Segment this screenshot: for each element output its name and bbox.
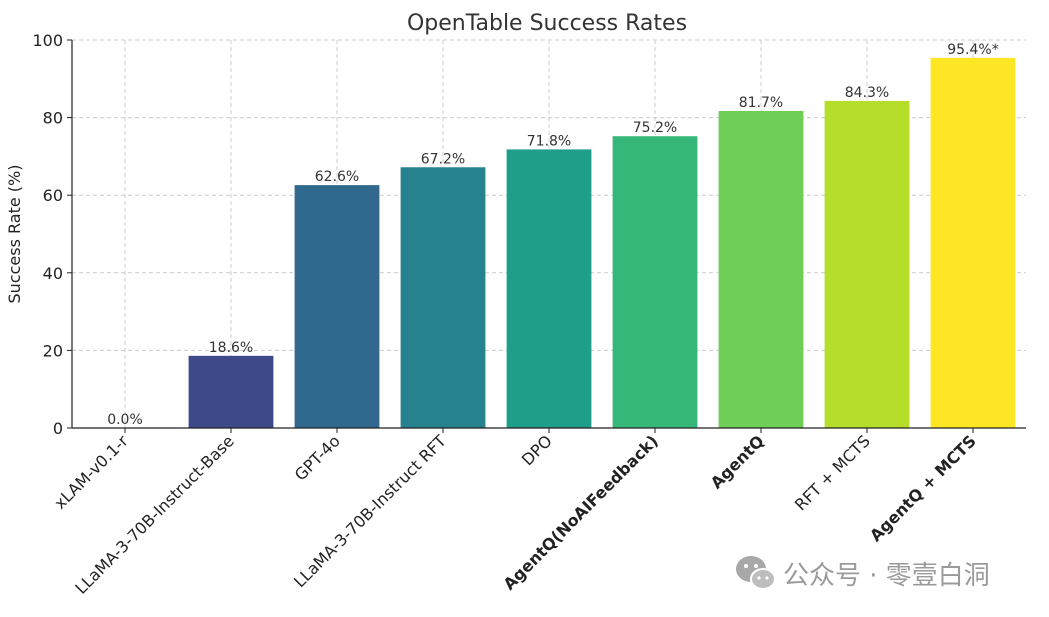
watermark: 公众号 · 零壹白洞 bbox=[736, 556, 990, 591]
x-tick-label: RFT + MCTS bbox=[791, 431, 874, 514]
x-tick-label: DPO bbox=[518, 431, 556, 469]
bars bbox=[188, 57, 1016, 429]
data-label: 75.2% bbox=[633, 120, 677, 136]
y-tick-label: 100 bbox=[32, 31, 63, 50]
data-label: 0.0% bbox=[107, 412, 143, 428]
data-labels: 0.0% 18.6% 62.6% 67.2% 71.8% 75.2% 81.7% 84.3% 9… bbox=[107, 42, 999, 428]
bar bbox=[400, 167, 486, 428]
data-label: 18.6% bbox=[209, 340, 253, 356]
x-tick-label: GPT-4o bbox=[291, 431, 344, 484]
bar bbox=[612, 136, 698, 428]
data-label: 67.2% bbox=[421, 151, 465, 167]
data-label: 81.7% bbox=[739, 95, 783, 111]
y-tick-label: 80 bbox=[43, 109, 63, 128]
x-tick-label: AgentQ + MCTS bbox=[866, 431, 980, 545]
bar bbox=[824, 100, 910, 428]
y-tick-label: 0 bbox=[53, 419, 63, 438]
bar bbox=[718, 111, 804, 428]
data-label: 84.3% bbox=[845, 85, 889, 101]
bar bbox=[506, 149, 592, 428]
bar bbox=[294, 185, 380, 428]
y-tick-label: 40 bbox=[43, 264, 63, 283]
axes bbox=[67, 39, 1026, 433]
x-tick-label: AgentQ bbox=[707, 431, 768, 492]
x-tick-label: xLAM-v0.1-r bbox=[50, 431, 132, 513]
data-label: 71.8% bbox=[527, 133, 571, 149]
chart-title: OpenTable Success Rates bbox=[407, 11, 687, 36]
y-tick-label: 60 bbox=[43, 186, 63, 205]
watermark-text: 公众号 · 零壹白洞 bbox=[783, 561, 990, 591]
y-tick-label: 20 bbox=[43, 341, 63, 360]
wechat-icon bbox=[736, 556, 776, 590]
data-label: 62.6% bbox=[315, 169, 359, 185]
y-tick-labels: 0 20 40 60 80 100 bbox=[32, 31, 63, 438]
bar bbox=[930, 57, 1016, 429]
y-axis-label: Success Rate (%) bbox=[5, 165, 24, 304]
data-label: 95.4%* bbox=[947, 42, 998, 58]
bar bbox=[188, 355, 274, 428]
